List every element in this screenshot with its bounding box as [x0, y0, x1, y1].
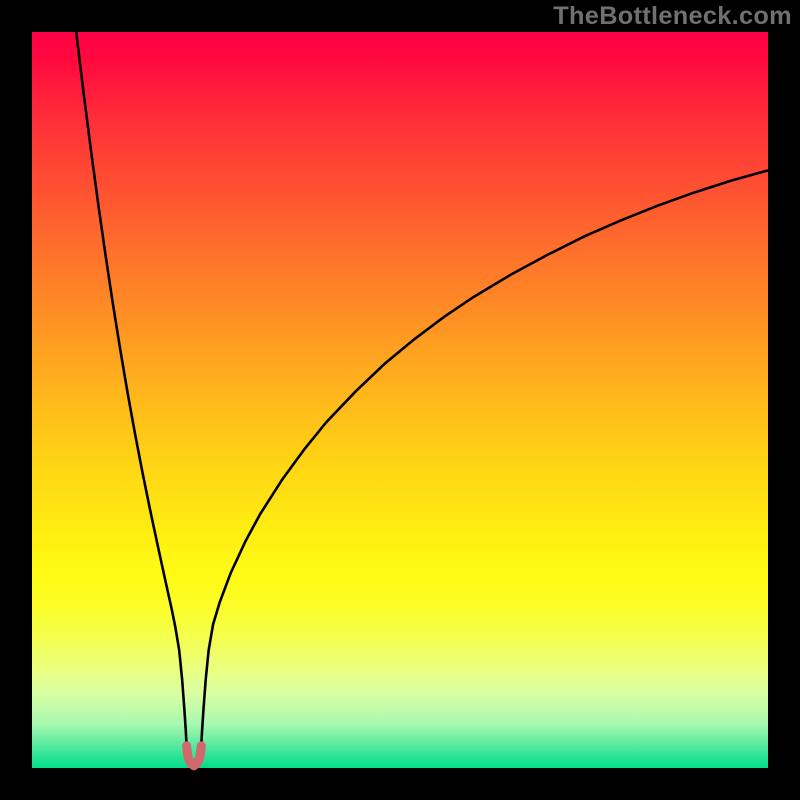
- plot-background: [32, 32, 768, 768]
- curve-right-start-marker: [197, 741, 206, 750]
- bottleneck-curve-chart: [0, 0, 800, 800]
- chart-figure: TheBottleneck.com: [0, 0, 800, 800]
- curve-left-end-marker: [182, 741, 191, 750]
- watermark-label: TheBottleneck.com: [553, 2, 792, 31]
